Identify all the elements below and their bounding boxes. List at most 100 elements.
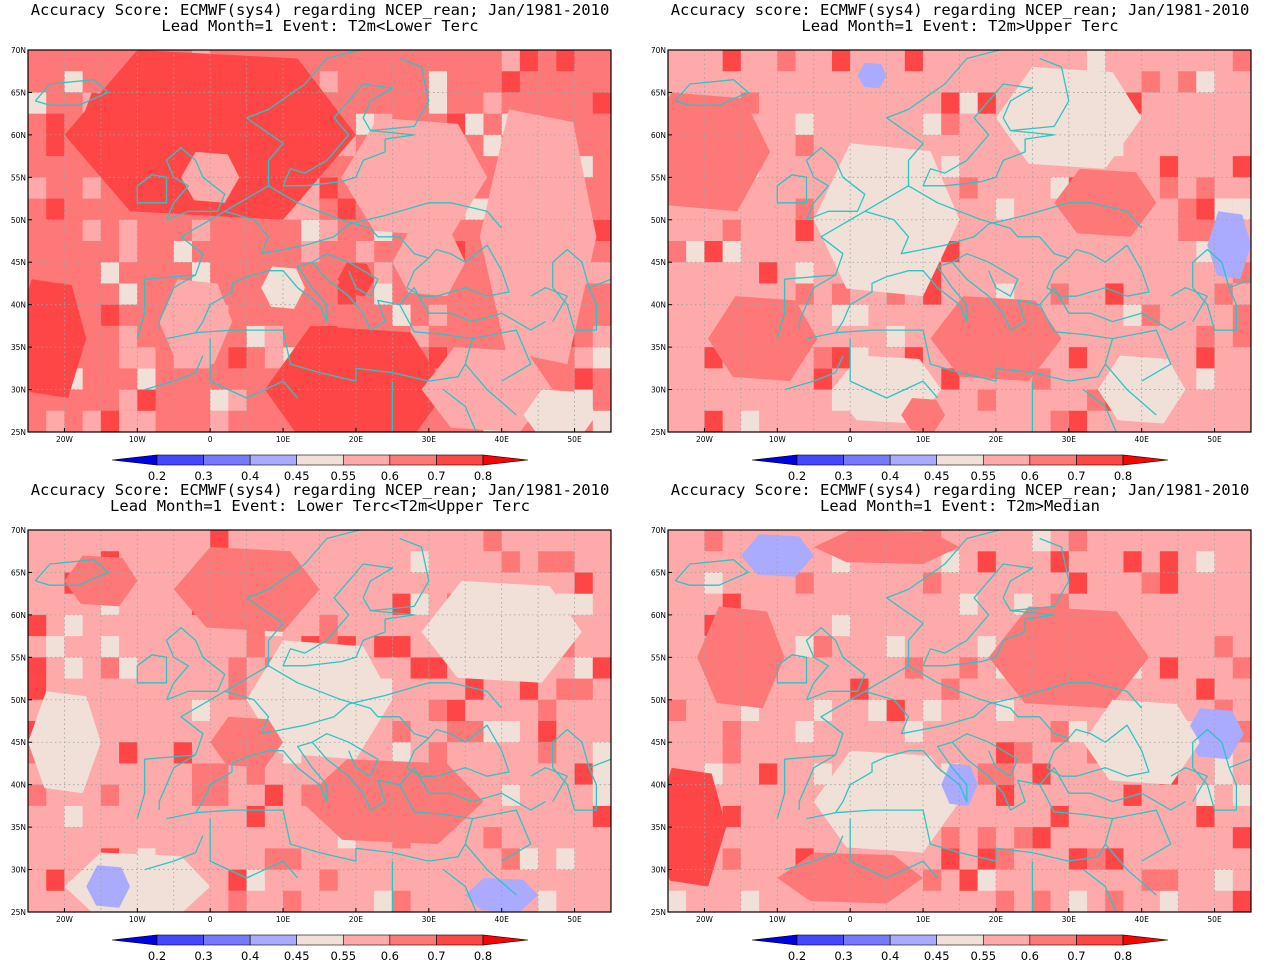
field-cell bbox=[538, 551, 557, 573]
field-cell bbox=[501, 551, 520, 573]
field-cell bbox=[410, 551, 429, 573]
lat-label: 35N bbox=[11, 823, 26, 832]
field-cell bbox=[428, 71, 448, 93]
coastline-path bbox=[1039, 287, 1186, 331]
field-cell bbox=[1178, 198, 1197, 220]
field-cell bbox=[374, 890, 393, 912]
coastline-path bbox=[311, 253, 379, 297]
field-cell bbox=[777, 827, 796, 849]
field-cell bbox=[410, 678, 429, 700]
field-cell bbox=[100, 784, 120, 806]
field-cell bbox=[831, 347, 851, 369]
field-cell bbox=[28, 177, 47, 199]
colorbar-label: 0.3 bbox=[194, 469, 212, 480]
coastline-path bbox=[806, 261, 1114, 382]
colorbar-label: 0.3 bbox=[194, 949, 212, 960]
graticule bbox=[28, 50, 611, 432]
coastline-path bbox=[166, 741, 474, 862]
colorbar-right-arrow bbox=[482, 454, 529, 466]
lat-label: 40N bbox=[651, 781, 666, 790]
field-cell bbox=[959, 699, 978, 721]
colorbar-label: 0.7 bbox=[427, 469, 445, 480]
field-cell bbox=[995, 890, 1015, 912]
colorbar-segment bbox=[1076, 934, 1124, 946]
field-cell bbox=[556, 678, 575, 700]
colorbar-label: 0.45 bbox=[284, 949, 310, 960]
colorbar-label: 0.4 bbox=[881, 469, 899, 480]
colorbar-right-arrow bbox=[1122, 454, 1169, 466]
field-cell bbox=[795, 134, 814, 157]
lat-label: 60N bbox=[651, 611, 666, 620]
field-cell bbox=[686, 890, 705, 912]
colorbar: 0.2 0.3 0.4 0.45 0.55 0.6 0.7 0.8 bbox=[111, 454, 529, 480]
coastline-path bbox=[776, 654, 808, 684]
colorbar-segment bbox=[889, 934, 938, 946]
field-cell bbox=[592, 410, 611, 432]
field-cell bbox=[556, 848, 575, 870]
field-cell bbox=[1141, 71, 1160, 93]
coastline-path bbox=[144, 355, 204, 391]
coastline-path bbox=[370, 537, 430, 612]
field-cell bbox=[1178, 304, 1197, 326]
coastline-path bbox=[864, 202, 1143, 255]
score-patch bbox=[708, 296, 818, 382]
coastline-path bbox=[1104, 843, 1157, 896]
field-cell bbox=[574, 763, 593, 785]
lon-label: 10E bbox=[276, 435, 291, 444]
score-patch bbox=[337, 262, 375, 297]
field-cell bbox=[46, 593, 65, 615]
field-cell bbox=[1087, 551, 1106, 573]
field-cell bbox=[319, 219, 338, 241]
field-cell bbox=[137, 389, 156, 411]
coastline-path bbox=[951, 253, 1019, 297]
map-plot-area bbox=[28, 530, 611, 912]
lon-label: 50E bbox=[567, 915, 582, 924]
field-cell bbox=[228, 389, 247, 411]
field-cell bbox=[1068, 721, 1088, 743]
field-cell bbox=[119, 784, 138, 806]
field-cell bbox=[191, 763, 211, 785]
field-cell bbox=[977, 389, 996, 411]
colorbar-label: 0.2 bbox=[148, 949, 166, 960]
field-cell bbox=[668, 890, 687, 912]
field-cell bbox=[264, 784, 284, 806]
field-cell bbox=[1050, 890, 1069, 912]
field-cell bbox=[210, 678, 229, 700]
colorbar-label: 0.55 bbox=[330, 469, 356, 480]
coastline-path bbox=[674, 79, 749, 106]
coastline-path bbox=[1170, 767, 1208, 802]
field-cell bbox=[1014, 742, 1033, 764]
field-cell bbox=[1196, 678, 1215, 700]
lon-label: 10E bbox=[276, 915, 291, 924]
lat-label: 45N bbox=[11, 738, 26, 747]
field-cell bbox=[119, 410, 138, 432]
field-cell bbox=[374, 283, 393, 305]
field-cell bbox=[1068, 410, 1088, 432]
field-cell bbox=[410, 636, 429, 658]
field-cell bbox=[592, 347, 611, 369]
field-cell bbox=[246, 763, 265, 785]
field-cell bbox=[556, 551, 575, 573]
field-cell bbox=[574, 657, 593, 679]
field-cell bbox=[923, 699, 942, 721]
field-cell bbox=[904, 657, 924, 679]
coastline-path bbox=[165, 626, 226, 701]
field-cell bbox=[686, 262, 705, 284]
lat-label: 45N bbox=[11, 258, 26, 267]
field-cell bbox=[319, 71, 338, 93]
coastline-path bbox=[1192, 728, 1238, 811]
field-cell bbox=[995, 198, 1015, 220]
colorbar-label: 0.8 bbox=[1114, 949, 1132, 960]
field-cell bbox=[759, 262, 778, 284]
lat-label: 45N bbox=[651, 738, 666, 747]
field-cell bbox=[1068, 848, 1088, 870]
colorbar-segment bbox=[796, 454, 844, 466]
field-cell bbox=[46, 134, 65, 157]
field-cell bbox=[941, 551, 960, 573]
lat-label: 55N bbox=[651, 653, 666, 662]
field-cell bbox=[740, 410, 760, 432]
field-cell bbox=[1214, 869, 1233, 891]
coastline-path bbox=[144, 835, 204, 871]
field-cell bbox=[228, 869, 247, 891]
field-cell bbox=[904, 614, 924, 637]
